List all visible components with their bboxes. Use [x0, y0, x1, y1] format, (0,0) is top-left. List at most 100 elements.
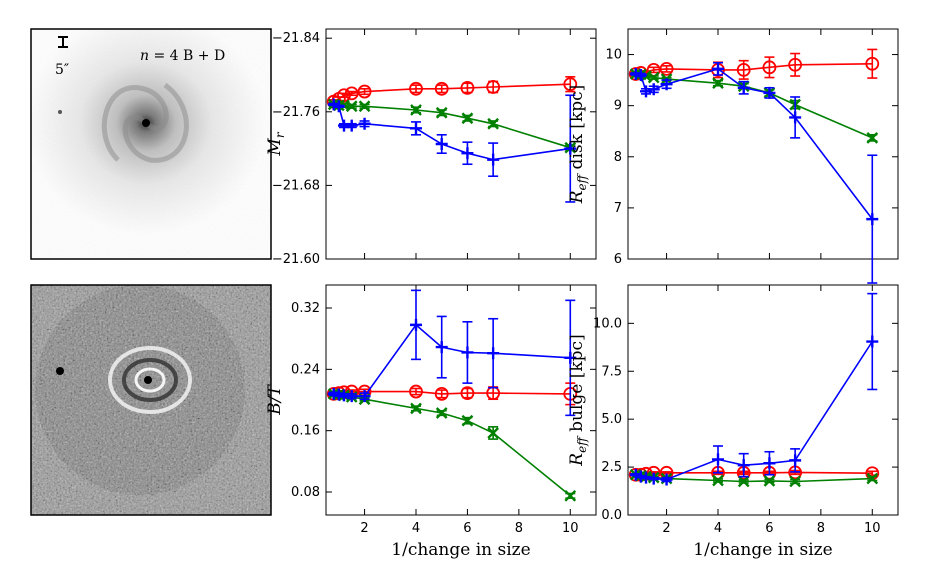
x-tick-label: 10: [864, 521, 881, 536]
data-point: [763, 86, 776, 99]
data-point: [564, 351, 577, 364]
data-point: [357, 84, 372, 99]
data-point: [487, 347, 500, 360]
y-axis-label-rest: bulge [kpc]: [567, 334, 587, 437]
data-point: [865, 56, 880, 71]
residual-image-panel: [30, 284, 272, 516]
data-point: [344, 86, 359, 101]
chart-mr: −21.60 −21.68 −21.76 −21.84 Mr: [265, 28, 597, 267]
plot-frame: [325, 284, 597, 516]
data-point: [712, 474, 724, 487]
data-point: [659, 61, 674, 76]
series-line-blue: [333, 323, 571, 398]
data-point: [410, 122, 422, 135]
data-point: [409, 384, 423, 399]
scale-label: 5″: [55, 62, 69, 78]
data-point: [358, 117, 371, 130]
data-point: [460, 386, 475, 401]
chart-reff_bulge: 0.0 2.5 5.0 7.5 10.0 2 4 6 8 10 1/change in size Re…: [567, 284, 899, 560]
data-point: [789, 111, 802, 124]
series-blue: [327, 94, 577, 203]
data-point: [634, 69, 647, 81]
y-axis-label: B/T: [265, 384, 285, 416]
y-tick-label: 6: [614, 252, 622, 267]
y-tick-label: −21.68: [272, 178, 320, 193]
data-point: [866, 335, 879, 348]
y-axis-label-sub: eff: [575, 172, 589, 190]
data-point: [737, 81, 750, 94]
y-tick-label: 7: [614, 201, 622, 216]
model-label: n = 4 B + D: [140, 48, 225, 64]
data-point: [763, 457, 776, 470]
data-point: [487, 117, 499, 130]
plot-frame: [627, 284, 899, 516]
data-point: [763, 475, 776, 487]
data-point: [712, 77, 724, 90]
data-point: [736, 62, 751, 77]
y-axis-label-sub: r: [273, 131, 287, 138]
y-tick-label: 10: [605, 48, 622, 63]
y-tick-label: −21.84: [272, 31, 320, 46]
data-point: [332, 100, 345, 113]
y-tick-label: 5.0: [601, 412, 622, 427]
data-point: [660, 78, 673, 91]
chart-bt: 0.08 0.16 0.24 0.32 2 4 6 8 10 1/change in size B/…: [265, 284, 597, 560]
y-tick-label: 0.32: [291, 301, 320, 316]
data-point: [647, 71, 660, 84]
data-point: [410, 402, 422, 415]
data-point: [461, 147, 474, 160]
x-tick-label: 6: [463, 521, 471, 536]
data-point: [435, 106, 448, 119]
x-tick-label: 6: [765, 521, 773, 536]
series-green: [327, 388, 577, 502]
data-point: [345, 100, 358, 113]
data-point: [435, 341, 448, 354]
charts-layer: −21.60 −21.68 −21.76 −21.84 Mr 6 7 8 9 10 Reff dis…: [265, 28, 899, 560]
data-point: [410, 318, 422, 331]
chart-reff_disk: 6 7 8 9 10 Reff disk [kpc]: [567, 28, 899, 284]
y-tick-label: 0.16: [291, 424, 320, 439]
data-point: [460, 80, 475, 95]
galaxy-image-panel: 5″ n = 4 B + D: [30, 28, 272, 260]
data-point: [358, 100, 371, 113]
series-blue: [629, 292, 879, 486]
data-point: [737, 459, 750, 472]
data-point: [640, 85, 652, 98]
y-axis-label: Reff disk [kpc]: [567, 85, 589, 205]
y-axis-label-sub: eff: [575, 435, 589, 453]
series-line-blue: [635, 68, 873, 220]
scale-bar: [58, 36, 68, 48]
data-point: [789, 475, 801, 488]
x-tick-label: 8: [817, 521, 825, 536]
data-point: [434, 386, 449, 401]
data-point: [647, 83, 660, 96]
y-tick-label: 9: [614, 99, 622, 114]
series-blue: [327, 289, 577, 417]
x-tick-label: 10: [562, 521, 579, 536]
series-line-blue: [333, 103, 571, 161]
y-axis-label: Mr: [265, 131, 287, 156]
y-tick-label: 0.08: [291, 485, 320, 500]
model-label-suffix: = 4 B + D: [149, 48, 225, 64]
data-point: [461, 346, 474, 359]
y-tick-label: 7.5: [601, 364, 622, 379]
y-axis-label-base: R: [567, 453, 587, 467]
data-point: [660, 473, 673, 486]
x-tick-label: 2: [662, 521, 670, 536]
y-axis-label-base: B/T: [265, 384, 285, 416]
data-point: [563, 77, 578, 92]
x-tick-label: 4: [412, 521, 420, 536]
data-point: [486, 80, 501, 94]
series-blue: [629, 61, 879, 284]
data-point: [345, 390, 358, 403]
plot-frame: [325, 28, 597, 260]
data-point: [435, 407, 448, 419]
data-point: [712, 62, 724, 75]
y-tick-label: 8: [614, 150, 622, 165]
x-axis-label: 1/change in size: [693, 540, 832, 560]
series-red: [628, 48, 880, 81]
data-point: [434, 81, 449, 96]
series-line-blue: [635, 341, 873, 481]
x-axis-label: 1/change in size: [391, 540, 530, 560]
